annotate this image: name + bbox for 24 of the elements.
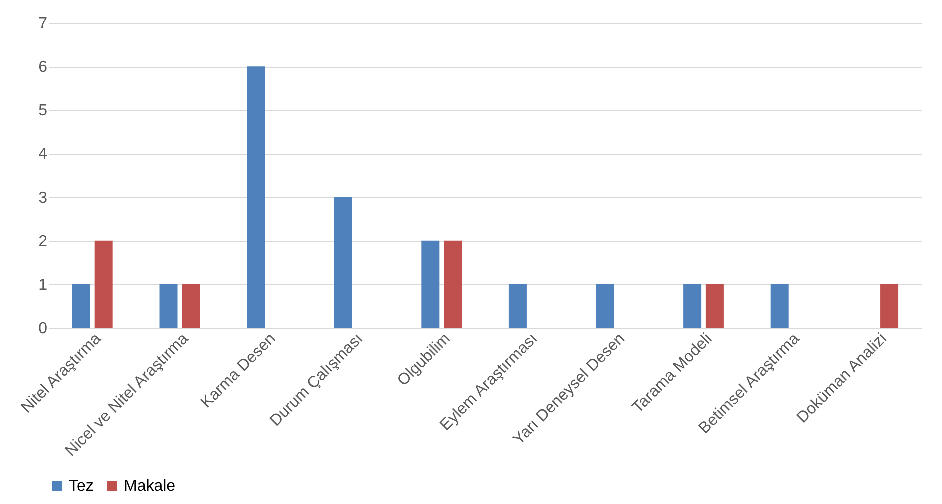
y-tick-label: 7 [38,16,48,32]
bar [94,240,113,328]
bar [334,197,352,328]
y-tick-label: 0 [38,320,48,338]
y-tick-label: 4 [38,146,48,164]
bar [422,240,440,328]
bar [247,66,266,328]
bar [160,284,178,328]
legend-label: Makale [124,478,176,495]
bar [880,284,899,328]
bar [770,284,789,328]
bar [182,284,200,328]
y-tick-label: 1 [38,276,48,294]
bar [72,284,90,328]
y-tick-label: 5 [38,102,48,120]
bar [444,240,462,328]
y-tick-label: 2 [38,233,48,250]
bar [706,284,724,328]
bar [684,284,702,328]
bar [596,284,614,328]
y-tick-label: 3 [38,190,48,207]
legend-label: Tez [69,478,94,495]
y-tick-label: 6 [38,59,48,76]
bar [508,284,527,328]
